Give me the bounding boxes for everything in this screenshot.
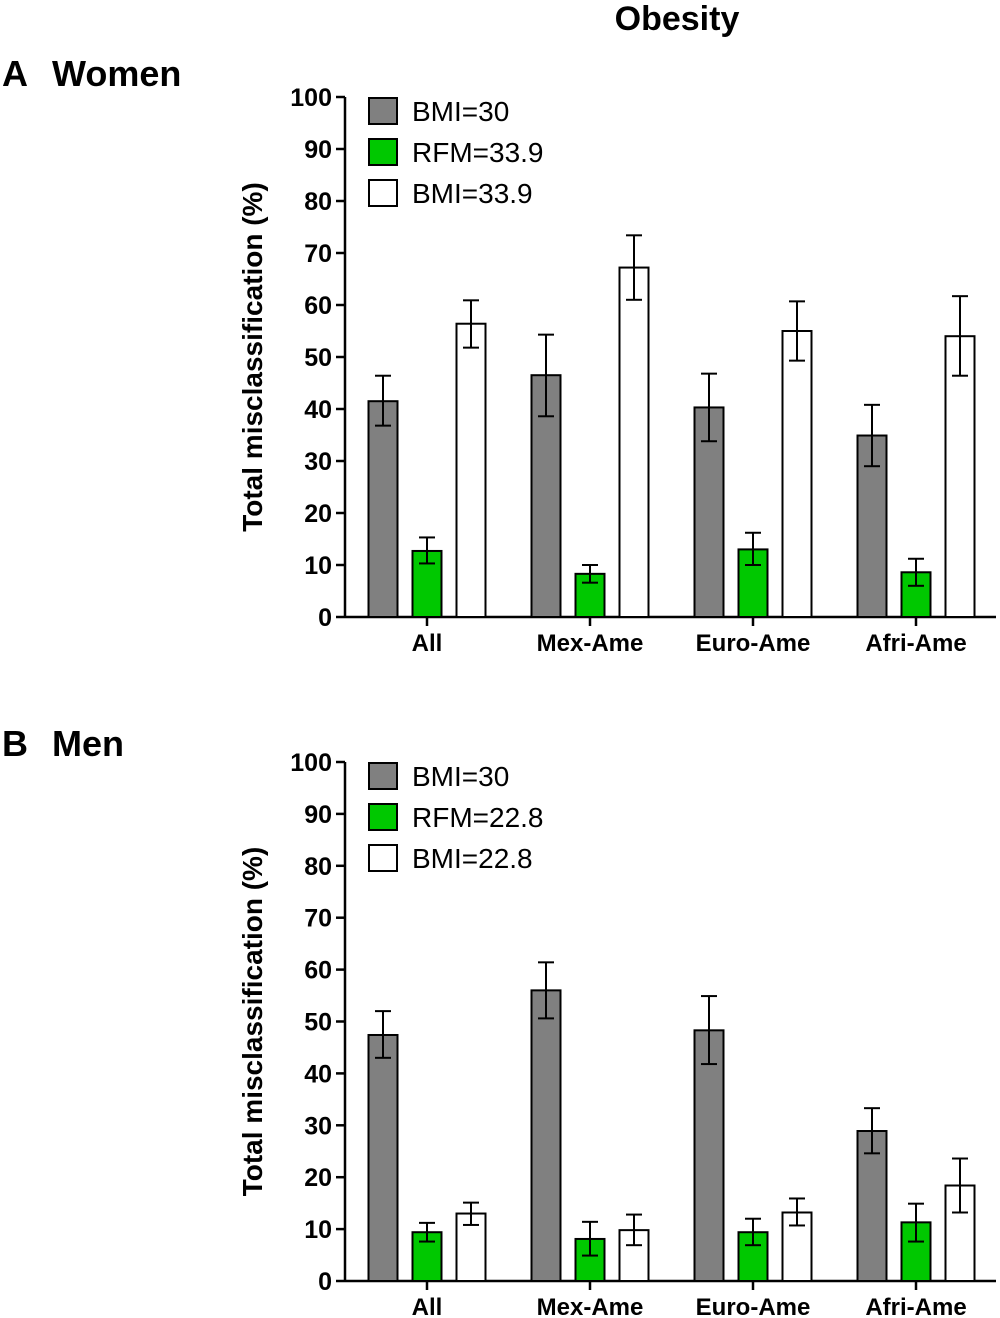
error-bar xyxy=(538,961,554,1020)
y-tick-label: 80 xyxy=(304,188,332,216)
y-tick-label: 100 xyxy=(290,84,332,112)
error-bar xyxy=(908,557,924,587)
x-tick-label: Mex-Ame xyxy=(537,630,644,657)
bar-mex-ame-2 xyxy=(618,266,650,618)
bar-euro-ame-2 xyxy=(781,330,813,618)
bar-euro-ame-0 xyxy=(693,1029,725,1282)
legend-swatch xyxy=(368,179,398,207)
legend-label: BMI=30 xyxy=(412,761,509,792)
x-tick-label: Afri-Ame xyxy=(865,1294,966,1318)
y-tick-label: 60 xyxy=(304,292,332,320)
y-tick-label: 100 xyxy=(290,749,332,777)
panel-letter: B xyxy=(2,723,28,764)
y-tick-label: 90 xyxy=(304,136,332,164)
panel-a: A Women Total misclassification (%) 0 10 20 30… xyxy=(2,53,996,657)
x-tick-label: Afri-Ame xyxy=(865,630,966,657)
y-tick-label: 0 xyxy=(318,604,332,632)
error-bar xyxy=(952,295,968,377)
x-tick-label: Mex-Ame xyxy=(537,1294,644,1318)
bar-mex-ame-0 xyxy=(530,989,562,1282)
y-tick-label: 90 xyxy=(304,801,332,829)
y-tick-label: 50 xyxy=(304,1009,332,1037)
bar-all-0 xyxy=(367,1033,399,1283)
bar-all-2 xyxy=(455,322,487,618)
panel-b: B Men Total misclassification (%) 0 10 20 30 40… xyxy=(2,723,996,1318)
y-tick-label: 20 xyxy=(304,1164,332,1192)
panel-title: Women xyxy=(52,53,181,94)
error-bar xyxy=(701,372,717,443)
legend-swatch xyxy=(368,844,398,872)
y-tick-label: 10 xyxy=(304,552,332,580)
y-axis-label: Total misclassification (%) xyxy=(237,182,268,532)
figure-title: Obesity xyxy=(615,0,740,38)
x-tick-label: Euro-Ame xyxy=(696,630,811,657)
error-bar xyxy=(375,1010,391,1059)
error-bar xyxy=(745,1217,761,1247)
error-bar xyxy=(864,1107,880,1155)
legend-label: BMI=33.9 xyxy=(412,178,533,209)
error-bar xyxy=(789,1197,805,1227)
y-tick-label: 60 xyxy=(304,957,332,985)
legend-swatch xyxy=(368,762,398,790)
y-tick-label: 70 xyxy=(304,240,332,268)
error-bar xyxy=(626,234,642,301)
error-bar xyxy=(908,1202,924,1243)
error-bar xyxy=(463,1201,479,1226)
x-tick-label: Euro-Ame xyxy=(696,1294,811,1318)
legend-label: RFM=22.8 xyxy=(412,802,544,833)
y-tick-label: 40 xyxy=(304,396,332,424)
error-bar xyxy=(375,374,391,427)
error-bar xyxy=(582,564,598,584)
legend-swatch xyxy=(368,138,398,166)
x-tick-label: All xyxy=(412,630,443,657)
panel-letter: A xyxy=(2,53,28,94)
error-bar xyxy=(626,1213,642,1247)
legend-label: BMI=30 xyxy=(412,96,509,127)
y-tick-label: 10 xyxy=(304,1216,332,1244)
error-bar xyxy=(952,1157,968,1214)
error-bar xyxy=(864,403,880,468)
error-bar xyxy=(701,995,717,1066)
y-tick-label: 30 xyxy=(304,1112,332,1140)
y-tick-label: 50 xyxy=(304,344,332,372)
y-tick-label: 30 xyxy=(304,448,332,476)
error-bar xyxy=(789,300,805,362)
legend-label: BMI=22.8 xyxy=(412,843,533,874)
y-tick-label: 0 xyxy=(318,1268,332,1296)
bar-all-0 xyxy=(367,400,399,619)
legend-swatch xyxy=(368,803,398,831)
legend-label: RFM=33.9 xyxy=(412,137,544,168)
y-tick-label: 70 xyxy=(304,905,332,933)
error-bar xyxy=(419,536,435,565)
error-bar xyxy=(419,1221,435,1243)
y-tick-label: 40 xyxy=(304,1060,332,1088)
bar-euro-ame-1 xyxy=(737,1231,769,1282)
error-bar xyxy=(582,1220,598,1257)
x-tick-label: All xyxy=(412,1294,443,1318)
error-bar xyxy=(745,531,761,566)
y-tick-label: 20 xyxy=(304,500,332,528)
bar-euro-ame-0 xyxy=(693,406,725,618)
y-tick-label: 80 xyxy=(304,853,332,881)
legend-swatch xyxy=(368,97,398,125)
bar-afri-ame-2 xyxy=(944,335,976,618)
error-bar xyxy=(463,299,479,349)
panel-title: Men xyxy=(52,723,124,764)
bar-afri-ame-0 xyxy=(856,1130,888,1283)
y-axis-label: Total misclassification (%) xyxy=(237,847,268,1197)
error-bar xyxy=(538,333,554,418)
